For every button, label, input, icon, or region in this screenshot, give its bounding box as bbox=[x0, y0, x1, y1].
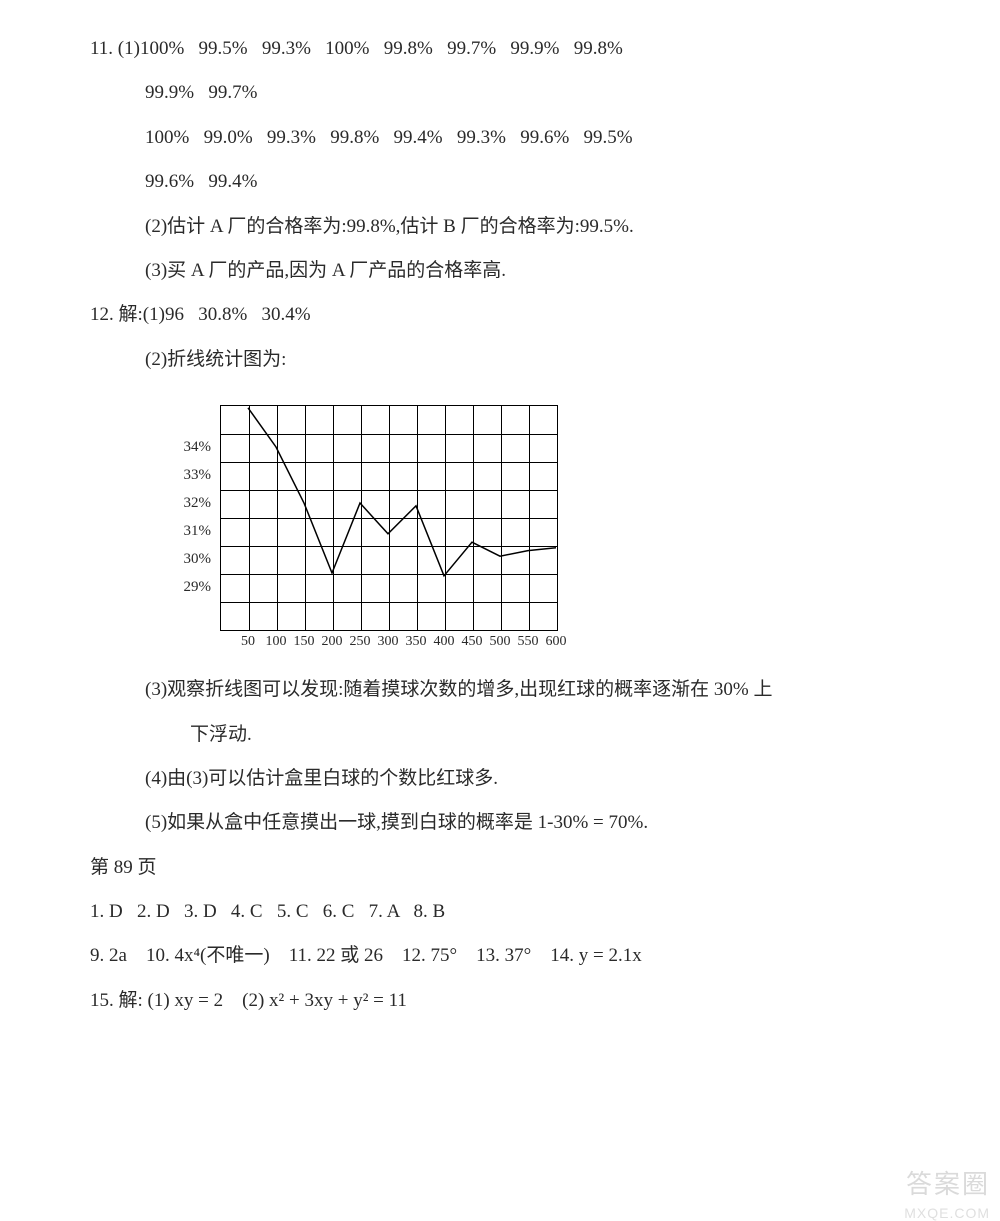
ans-13: 13. 37° bbox=[476, 945, 531, 966]
q11-part1-row2: 99.9% 99.7% bbox=[90, 78, 910, 108]
q12-part4: (4)由(3)可以估计盒里白球的个数比红球多. bbox=[90, 764, 910, 794]
chart-y-labels: 34%33%32%31%30%29% bbox=[160, 405, 215, 629]
chart-line bbox=[220, 405, 556, 629]
page89-line2: 9. 2a 10. 4x⁴(不唯一) 11. 22 或 26 12. 75° 1… bbox=[90, 941, 910, 971]
ans-10: 10. 4x⁴(不唯一) bbox=[146, 945, 270, 966]
q11-part1-row4: 99.6% 99.4% bbox=[90, 167, 910, 197]
page89-line1: 1. D 2. D 3. D 4. C 5. C 6. C 7. A 8. B bbox=[90, 897, 910, 927]
ans-11: 11. 22 或 26 bbox=[289, 945, 383, 966]
q12-part5: (5)如果从盒中任意摸出一球,摸到白球的概率是 1-30% = 70%. bbox=[90, 808, 910, 838]
page89-header: 第 89 页 bbox=[90, 853, 910, 883]
q11-part1-row3: 100% 99.0% 99.3% 99.8% 99.4% 99.3% 99.6%… bbox=[90, 123, 910, 153]
q12-part1: 12. 解:(1)96 30.8% 30.4% bbox=[90, 300, 910, 330]
ans-14: 14. y = 2.1x bbox=[550, 945, 641, 966]
q12-part2-label: (2)折线统计图为: bbox=[90, 345, 910, 375]
ans-15-2: (2) x² + 3xy + y² = 11 bbox=[242, 990, 407, 1011]
document-page: 11. (1)100% 99.5% 99.3% 100% 99.8% 99.7%… bbox=[0, 0, 1000, 1070]
chart-x-labels: 50100150200250300350400450500550600 bbox=[220, 631, 556, 651]
q12-part3: (3)观察折线图可以发现:随着摸球次数的增多,出现红球的概率逐渐在 30% 上 bbox=[90, 675, 910, 705]
watermark-url: MXQE.COM bbox=[904, 1205, 990, 1221]
ans-12: 12. 75° bbox=[402, 945, 457, 966]
ans-9: 9. 2a bbox=[90, 945, 127, 966]
line-chart: 34%33%32%31%30%29% 501001502002503003504… bbox=[160, 395, 910, 655]
q11-part3: (3)买 A 厂的产品,因为 A 厂产品的合格率高. bbox=[90, 256, 910, 286]
q11-label: 11. (1) bbox=[90, 38, 140, 59]
page89-line3: 15. 解: (1) xy = 2 (2) x² + 3xy + y² = 11 bbox=[90, 986, 910, 1016]
ans-15-label: 15. 解: bbox=[90, 990, 143, 1011]
ans-15-1: (1) xy = 2 bbox=[148, 990, 224, 1011]
watermark-text: 答案圈 bbox=[906, 1164, 990, 1201]
q11-part1-row1: 11. (1)100% 99.5% 99.3% 100% 99.8% 99.7%… bbox=[90, 34, 910, 64]
q11-part2: (2)估计 A 厂的合格率为:99.8%,估计 B 厂的合格率为:99.5%. bbox=[90, 212, 910, 242]
q12-part3b: 下浮动. bbox=[90, 720, 910, 750]
